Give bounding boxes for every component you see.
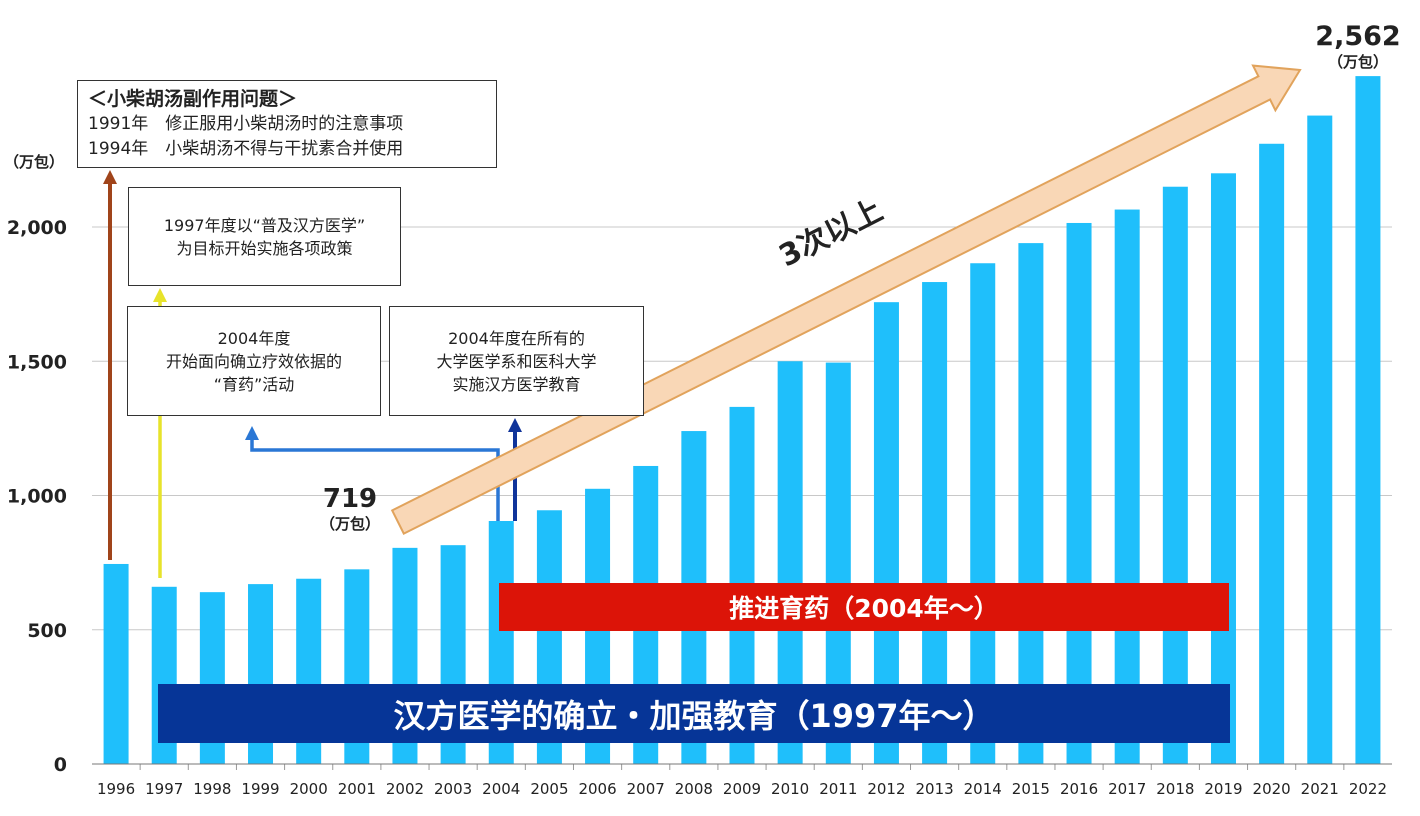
education-2004-box: 2004年度在所有的 大学医学系和医科大学 实施汉方医学教育	[389, 306, 644, 416]
bar-2020	[1259, 143, 1285, 764]
x-tick-label: 2004	[482, 780, 520, 798]
x-tick-label: 2011	[819, 780, 857, 798]
bars	[103, 76, 1381, 765]
x-tick-label: 2008	[675, 780, 713, 798]
x-tick-label: 2019	[1204, 780, 1242, 798]
policy-1997-line1: 1997年度以“普及汉方医学”	[163, 215, 366, 235]
evidence-2004-line1: 2004年度	[217, 328, 291, 348]
x-tick-label: 1998	[193, 780, 231, 798]
bar-2017	[1114, 209, 1140, 765]
evidence-2004-box: 2004年度 开始面向确立疗效依据的 “育药”活动	[127, 306, 381, 416]
x-tick-label: 1999	[241, 780, 279, 798]
banner-kampo-education: 汉方医学的确立・加强教育（1997年～）	[158, 684, 1230, 743]
x-tick-label: 2006	[578, 780, 616, 798]
x-tick-label: 2003	[434, 780, 472, 798]
bar-2018	[1162, 186, 1188, 765]
bar-2022	[1355, 76, 1381, 764]
value-label-719: 719 （万包）	[310, 484, 390, 534]
x-tick-label: 2001	[338, 780, 376, 798]
value-label-2562: 2,562 （万包）	[1315, 22, 1401, 72]
x-tick-label: 1997	[145, 780, 183, 798]
y-axis-unit: （万包）	[4, 153, 64, 171]
value-2562-number: 2,562	[1315, 21, 1401, 52]
value-719-unit: （万包）	[319, 515, 380, 533]
y-tick-label: 0	[54, 754, 67, 776]
issue-box-title: ＜小柴胡汤副作用问题＞	[88, 88, 298, 110]
bar-2016	[1066, 222, 1092, 764]
y-axis-ticks: 0 500 1,000 1,500 2,000	[7, 217, 67, 776]
policy-1997-line2: 为目标开始实施各项政策	[176, 238, 353, 258]
x-tick-label: 2020	[1253, 780, 1291, 798]
education-2004-line1: 2004年度在所有的	[448, 328, 585, 348]
education-2004-line3: 实施汉方医学教育	[452, 374, 581, 394]
issue-box-line-1991: 1991年 修正服用小柴胡汤时的注意事项	[88, 114, 404, 134]
x-tick-label: 2017	[1108, 780, 1146, 798]
x-tick-label: 2010	[771, 780, 809, 798]
x-tick-label: 1996	[97, 780, 135, 798]
value-719-number: 719	[322, 484, 378, 514]
x-tick-label: 2014	[964, 780, 1002, 798]
issue-box-line-1994: 1994年 小柴胡汤不得与干扰素合并使用	[88, 139, 404, 159]
brown-arrow	[103, 170, 117, 560]
bar-1996	[103, 563, 129, 764]
x-tick-label: 2000	[290, 780, 328, 798]
education-2004-line2: 大学医学系和医科大学	[436, 351, 597, 371]
evidence-2004-line3: “育药”活动	[213, 374, 295, 394]
growth-arrow	[390, 64, 1302, 535]
x-tick-label: 2021	[1301, 780, 1339, 798]
y-tick-label: 2,000	[7, 217, 67, 239]
x-tick-label: 2002	[386, 780, 424, 798]
x-tick-label: 2018	[1156, 780, 1194, 798]
evidence-2004-line2: 开始面向确立疗效依据的	[165, 351, 342, 371]
bar-2014	[970, 263, 996, 764]
x-tick-label: 2016	[1060, 780, 1098, 798]
y-tick-label: 500	[27, 620, 67, 642]
x-tick-label: 2009	[723, 780, 761, 798]
x-tick-label: 2015	[1012, 780, 1050, 798]
banner-promote-research: 推进育药（2004年～）	[499, 583, 1229, 631]
y-tick-label: 1,000	[7, 486, 67, 508]
bar-2015	[1018, 243, 1044, 765]
side-effect-issue-box: ＜小柴胡汤副作用问题＞ 1991年 修正服用小柴胡汤时的注意事项 1994年 小…	[77, 80, 497, 168]
bar-2019	[1210, 173, 1236, 765]
x-tick-label: 2012	[867, 780, 905, 798]
x-tick-label: 2005	[530, 780, 568, 798]
policy-1997-box: 1997年度以“普及汉方医学” 为目标开始实施各项政策	[128, 187, 401, 286]
x-axis-ticks: 1996 1997 1998 1999 2000 2001 2002 2003 2004 2005…	[97, 764, 1387, 798]
bar-2013	[922, 282, 948, 764]
bar-2021	[1307, 115, 1333, 764]
x-tick-label: 2013	[915, 780, 953, 798]
x-tick-label: 2022	[1349, 780, 1387, 798]
y-tick-label: 1,500	[7, 351, 67, 373]
value-2562-unit: （万包）	[1327, 53, 1388, 71]
x-tick-label: 2007	[627, 780, 665, 798]
